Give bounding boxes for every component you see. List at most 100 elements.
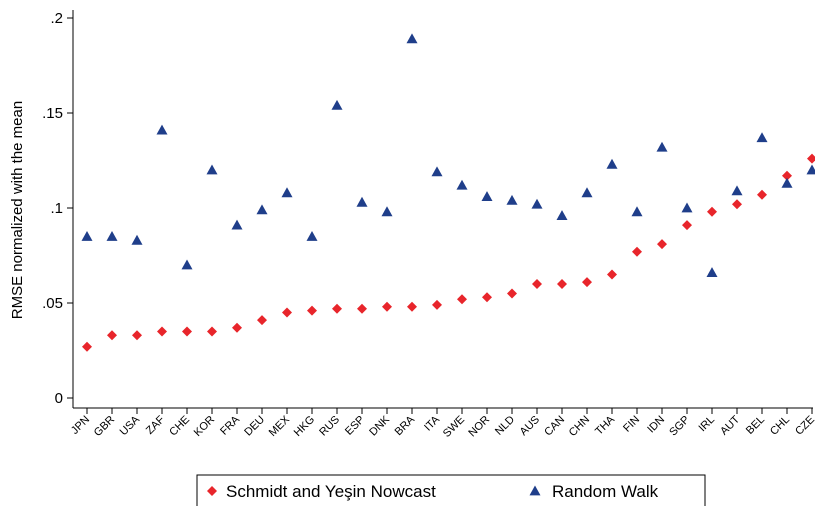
x-tick-label: BRA [393,413,418,438]
random-walk-point [156,124,168,135]
nowcast-point [407,301,417,312]
x-tick-label: HKG [292,414,317,439]
random-walk-point [481,191,493,201]
random-walk-point [131,234,143,245]
x-tick-label: DNK [367,413,392,438]
legend-nowcast-label: Schmidt and Yeşin Nowcast [226,482,436,501]
random-walk-point [281,187,293,198]
random-walk-point [456,179,468,190]
nowcast-point [707,206,717,217]
legend-random-walk-marker [529,485,541,496]
random-walk-point [606,158,618,169]
legend-box [196,474,706,506]
x-tick-label: RUS [317,414,342,439]
nowcast-point [232,322,242,333]
random-walk-point [706,267,718,277]
nowcast-point [607,269,617,280]
random-walk-point [206,164,218,175]
nowcast-point [682,220,692,231]
y-tick-label: .2 [50,10,63,27]
x-tick-label: DEU [242,414,267,439]
x-tick-label: ITA [422,413,442,433]
nowcast-point [782,170,792,181]
random-walk-point [256,204,268,215]
x-tick-label: IRL [697,414,718,435]
x-tick-label: CZE [793,414,815,438]
random-walk-point [331,99,343,110]
random-walk-point [731,185,743,196]
random-walk-point [756,132,768,143]
nowcast-point [507,288,517,299]
random-walk-point [356,196,368,207]
nowcast-point [207,326,217,337]
random-walk-point [806,164,815,175]
x-tick-label: KOR [192,414,217,439]
random-walk-point [181,259,193,270]
random-walk-point [631,206,643,217]
random-walk-point [406,33,418,44]
x-tick-label: JPN [69,414,92,437]
nowcast-point [657,239,667,250]
nowcast-point [332,303,342,314]
nowcast-point [157,326,167,337]
nowcast-point [732,199,742,210]
x-axis: JPN GBR USA ZAF CHE KOR FRA DEU MEX HKG RUS ESP DNK B… [69,407,815,440]
x-tick-label: CAN [542,414,567,439]
random-walk-point [81,231,93,241]
nowcast-point [182,326,192,337]
x-tick-label: NOR [466,414,492,440]
x-tick-label: USA [118,413,143,438]
nowcast-point [382,301,392,312]
x-tick-label: THA [593,413,618,438]
random-walk-point [306,231,318,241]
random-walk-point [431,166,443,177]
nowcast-point [582,277,592,288]
y-axis-title: RMSE normalized with the mean [9,101,26,319]
x-tick-label: CHN [567,414,592,439]
x-tick-label: ESP [343,414,367,438]
random-walk-point [556,210,568,220]
y-tick-label: .15 [42,105,63,122]
y-tick-label: .05 [42,295,63,312]
series-random-walk [81,33,815,277]
x-tick-label: GBR [92,414,117,439]
x-tick-label: CHE [167,414,192,439]
x-tick-label: SGP [667,414,692,439]
nowcast-point [107,330,117,341]
nowcast-point [532,279,542,289]
x-tick-label: SWE [441,414,467,440]
y-tick-label: 0 [55,390,63,407]
series-layer [81,33,815,352]
random-walk-point [656,141,668,152]
x-tick-label: BEL [744,414,767,437]
x-tick-label: AUT [718,413,742,437]
x-tick-label: NLD [493,414,517,438]
nowcast-point [282,307,292,318]
y-tick-label: .1 [50,200,63,217]
series-nowcast [82,153,815,352]
y-axis: 0 .05 .1 .15 .2 [42,10,74,408]
nowcast-point [132,330,142,341]
nowcast-point [482,292,492,303]
random-walk-point [531,198,543,209]
nowcast-point [357,303,367,314]
x-tick-label: FIN [621,414,642,435]
legend-nowcast-marker [207,486,217,496]
y-ticks: 0 .05 .1 .15 .2 [42,10,73,407]
random-walk-point [681,202,693,213]
random-walk-point [781,177,793,188]
x-tick-label: AUS [518,414,542,438]
x-tick-label: ZAF [144,413,167,436]
random-walk-point [381,206,393,217]
x-tick-label: FRA [218,413,243,438]
nowcast-point [457,294,467,305]
nowcast-point [257,315,267,326]
nowcast-point [632,246,642,257]
random-walk-point [106,231,118,241]
x-tick-label: MEX [267,413,293,439]
x-tick-label: CHL [768,414,792,438]
random-walk-point [581,187,593,198]
nowcast-point [82,341,92,352]
nowcast-point [432,299,442,310]
